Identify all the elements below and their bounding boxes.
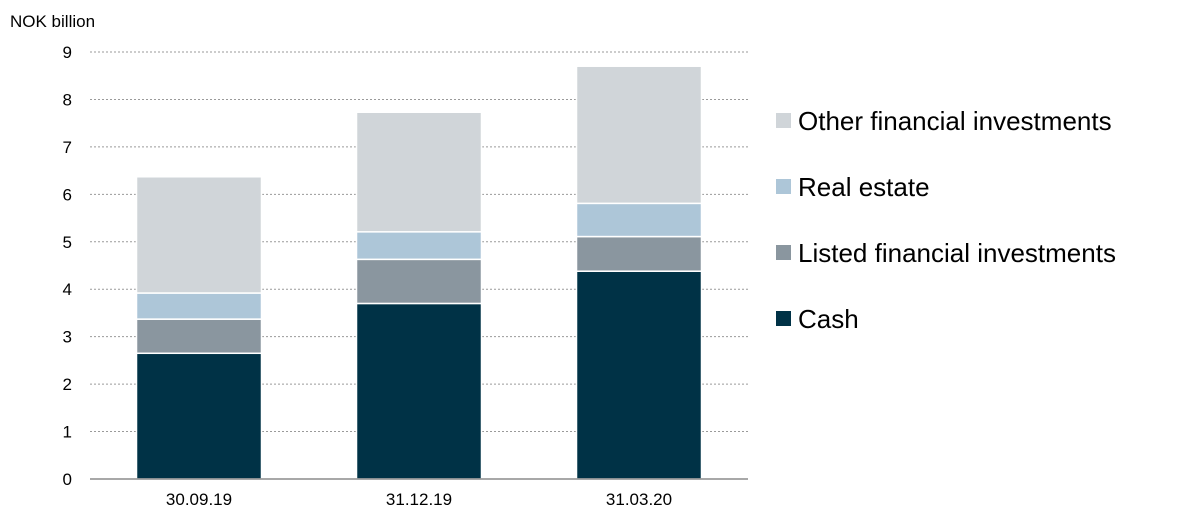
x-axis-ticks: 30.09.19 31.12.19 31.03.20 [166,490,672,509]
x-tick-label: 31.12.19 [386,490,452,509]
y-axis-ticks: 0 1 2 3 4 5 6 7 8 9 [63,43,72,489]
legend-label: Real estate [798,172,930,202]
bar-segment [135,352,263,480]
bar-segment [575,202,703,238]
x-tick-label: 30.09.19 [166,490,232,509]
bar-segment [355,302,483,480]
bar-segment [355,258,483,305]
y-tick-label: 2 [63,375,72,394]
y-tick-label: 4 [63,280,72,299]
y-tick-label: 0 [63,470,72,489]
y-tick-label: 5 [63,233,72,252]
unit-label: NOK billion [10,12,95,31]
bar-segment [355,111,483,233]
legend-swatch [776,311,791,326]
bar-segment [575,65,703,205]
y-tick-label: 3 [63,328,72,347]
x-tick-label: 31.03.20 [606,490,672,509]
legend-label: Cash [798,304,859,334]
bar-segment [355,231,483,261]
legend-label: Other financial investments [798,106,1112,136]
y-tick-label: 8 [63,90,72,109]
bar-segment [575,235,703,272]
bar-segment [575,270,703,480]
y-tick-label: 7 [63,138,72,157]
y-tick-label: 1 [63,423,72,442]
y-tick-label: 9 [63,43,72,62]
bar-segment [135,176,263,294]
bars [135,65,703,480]
legend-swatch [776,113,791,128]
bar-segment [135,292,263,320]
y-tick-label: 6 [63,185,72,204]
legend-swatch [776,245,791,260]
legend-label: Listed financial investments [798,238,1116,268]
bar-segment [135,318,263,355]
legend: Other financial investments Real estate Li… [776,106,1116,334]
legend-swatch [776,179,791,194]
